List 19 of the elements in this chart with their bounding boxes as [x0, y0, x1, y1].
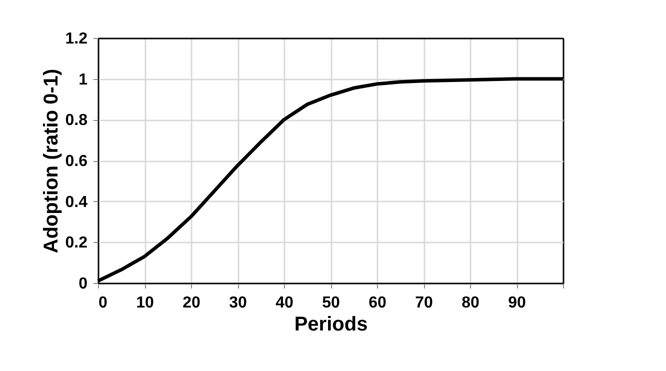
y-tick-label: 0: [78, 276, 88, 292]
x-tick-label: 20: [182, 294, 200, 312]
y-tick-label: 0.4: [65, 194, 88, 211]
x-tick-label: 70: [415, 294, 433, 312]
x-tick-label: 10: [136, 294, 154, 312]
y-tick-label: 1: [78, 71, 88, 88]
y-tick-label: 0.6: [65, 153, 88, 170]
x-tick-label: 80: [462, 294, 480, 312]
y-tick-label: 1.2: [65, 30, 88, 48]
x-axis-title: Periods: [294, 314, 368, 336]
x-tick-label: 50: [322, 294, 340, 312]
x-tick-label: 90: [508, 294, 526, 312]
x-tick-label: 0: [98, 294, 108, 312]
x-tick-label: 60: [368, 294, 386, 312]
x-tick-label: 30: [229, 294, 247, 312]
x-tick-label: 40: [276, 294, 294, 312]
y-axis-title: Adoption (ratio 0-1): [40, 68, 62, 254]
y-tick-label: 0.2: [65, 234, 88, 252]
y-tick-label: 0.8: [65, 112, 88, 130]
